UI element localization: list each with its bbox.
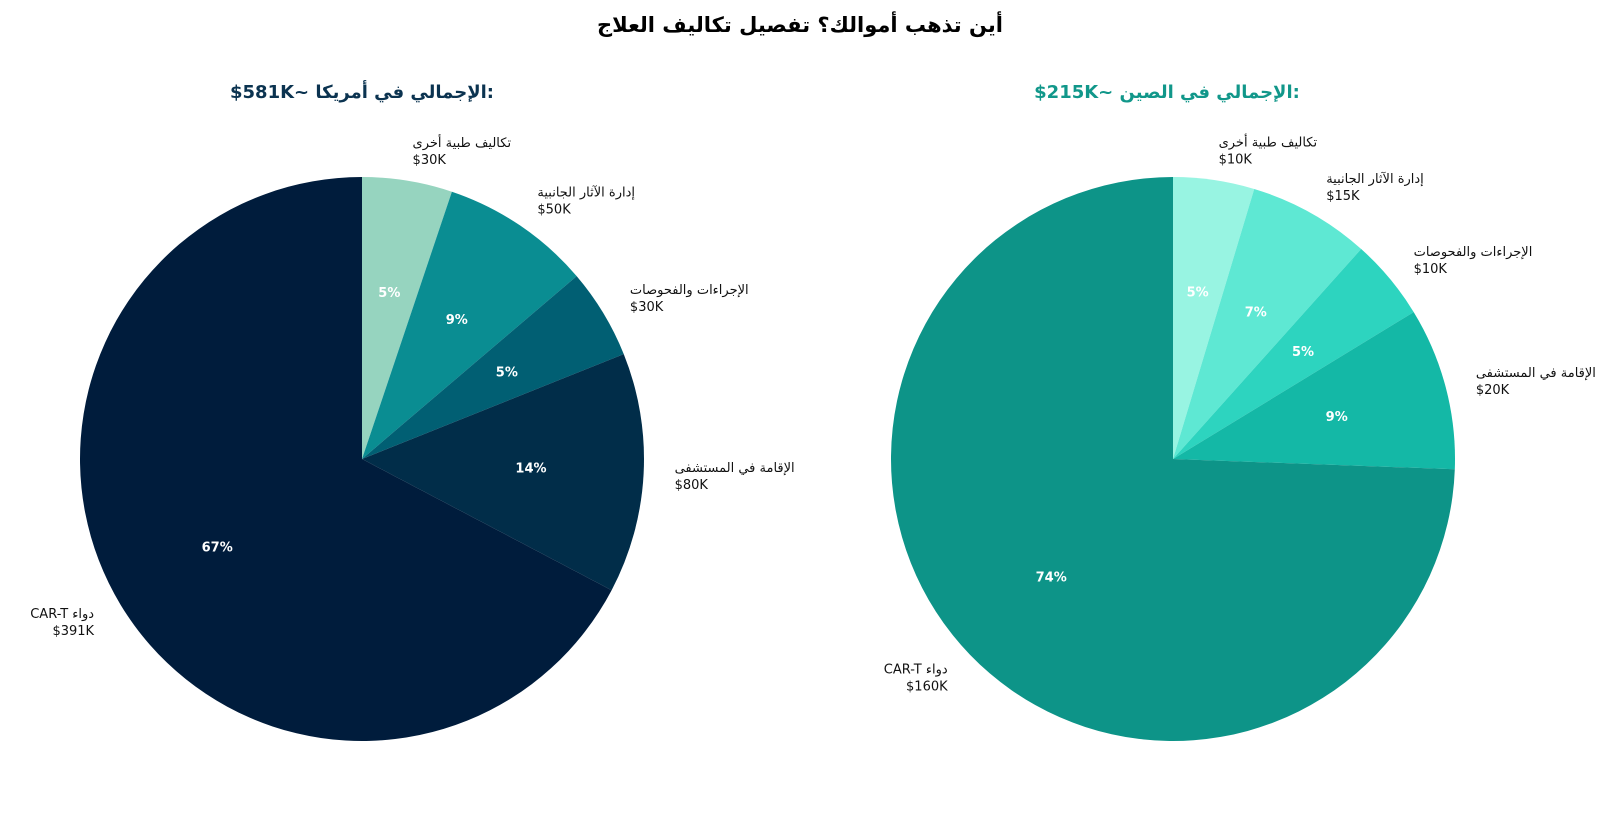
pie-slice-us-side-effects bbox=[362, 191, 577, 459]
category-label-china-hospital-stay: الإقامة في المستشفى $20K bbox=[1476, 366, 1596, 398]
category-name: الإقامة في المستشفى bbox=[1476, 366, 1596, 381]
pie-slice-us-hospital-stay bbox=[362, 354, 644, 591]
pie-slice-china-hospital-stay bbox=[1173, 312, 1456, 470]
category-value: $80K bbox=[675, 478, 709, 493]
pie-title-china: $215K~ الإجمالي في الصين: bbox=[1034, 82, 1300, 103]
pie-slice-china-other-costs bbox=[1173, 177, 1255, 459]
category-value: $160K bbox=[906, 679, 948, 694]
category-name: الإجراءات والفحوصات bbox=[1414, 245, 1533, 260]
pct-label-china-procedures: 5% bbox=[1292, 345, 1314, 360]
pct-label-china-car-t-drug: 74% bbox=[1036, 570, 1067, 585]
pct-label-us-procedures: 5% bbox=[496, 366, 518, 381]
category-label-china-other-costs: تكاليف طبية أخرى $10K bbox=[1219, 133, 1318, 167]
pct-label-us-side-effects: 9% bbox=[446, 313, 468, 328]
pie-slice-us-procedures bbox=[362, 276, 624, 459]
category-label-us-hospital-stay: الإقامة في المستشفى $80K bbox=[675, 461, 795, 493]
category-value: $391K bbox=[52, 624, 94, 639]
category-label-china-procedures: الإجراءات والفحوصات $10K bbox=[1414, 245, 1533, 277]
category-name: الإجراءات والفحوصات bbox=[630, 283, 749, 298]
category-name: تكاليف طبية أخرى bbox=[413, 134, 512, 151]
category-label-us-other-costs: تكاليف طبية أخرى $30K bbox=[413, 134, 512, 168]
category-name: الإقامة في المستشفى bbox=[675, 461, 795, 476]
category-label-us-procedures: الإجراءات والفحوصات $30K bbox=[630, 283, 749, 315]
pct-label-china-hospital-stay: 9% bbox=[1326, 410, 1348, 425]
category-label-us-side-effects: إدارة الآثار الجانبية $50K bbox=[537, 185, 635, 218]
pct-label-china-side-effects: 7% bbox=[1245, 305, 1267, 320]
category-name: CAR-T دواء bbox=[30, 607, 94, 622]
pie-slice-china-side-effects bbox=[1173, 188, 1362, 459]
category-name: تكاليف طبية أخرى bbox=[1219, 133, 1318, 150]
category-value: $50K bbox=[537, 203, 571, 218]
pct-label-us-other-costs: 5% bbox=[378, 286, 400, 301]
category-value: $30K bbox=[630, 300, 664, 315]
category-value: $10K bbox=[1219, 152, 1253, 167]
pie-chart-us: 5% تكاليف طبية أخرى $30K 9% إدارة الآثار الج… bbox=[30, 80, 795, 741]
category-label-china-car-t-drug: CAR-T دواء $160K bbox=[884, 662, 948, 694]
pie-slice-us-other-costs bbox=[362, 177, 452, 459]
chart-title: أين تذهب أموالك؟ تفصيل تكاليف العلاج bbox=[597, 10, 1003, 38]
category-name: CAR-T دواء bbox=[884, 662, 948, 677]
category-value: $20K bbox=[1476, 383, 1510, 398]
category-value: $15K bbox=[1326, 189, 1360, 204]
category-label-us-car-t-drug: CAR-T دواء $391K bbox=[30, 607, 94, 639]
category-label-china-side-effects: إدارة الآثار الجانبية $15K bbox=[1326, 171, 1424, 204]
pct-label-us-hospital-stay: 14% bbox=[515, 462, 546, 477]
category-value: $30K bbox=[413, 153, 447, 168]
pct-label-china-other-costs: 5% bbox=[1187, 286, 1209, 301]
pie-slice-china-procedures bbox=[1173, 248, 1414, 459]
pie-title-us: $581K~ الإجمالي في أمريكا: bbox=[230, 80, 494, 103]
pct-label-us-car-t-drug: 67% bbox=[202, 540, 233, 555]
category-name: إدارة الآثار الجانبية bbox=[1326, 171, 1424, 187]
category-value: $10K bbox=[1414, 262, 1448, 277]
pie-slice-china-car-t-drug bbox=[891, 177, 1455, 742]
category-name: إدارة الآثار الجانبية bbox=[537, 185, 635, 201]
pie-slice-us-car-t-drug bbox=[79, 177, 612, 741]
pie-chart-china: 5% تكاليف طبية أخرى $10K 7% إدارة الآثار الج… bbox=[884, 82, 1596, 742]
